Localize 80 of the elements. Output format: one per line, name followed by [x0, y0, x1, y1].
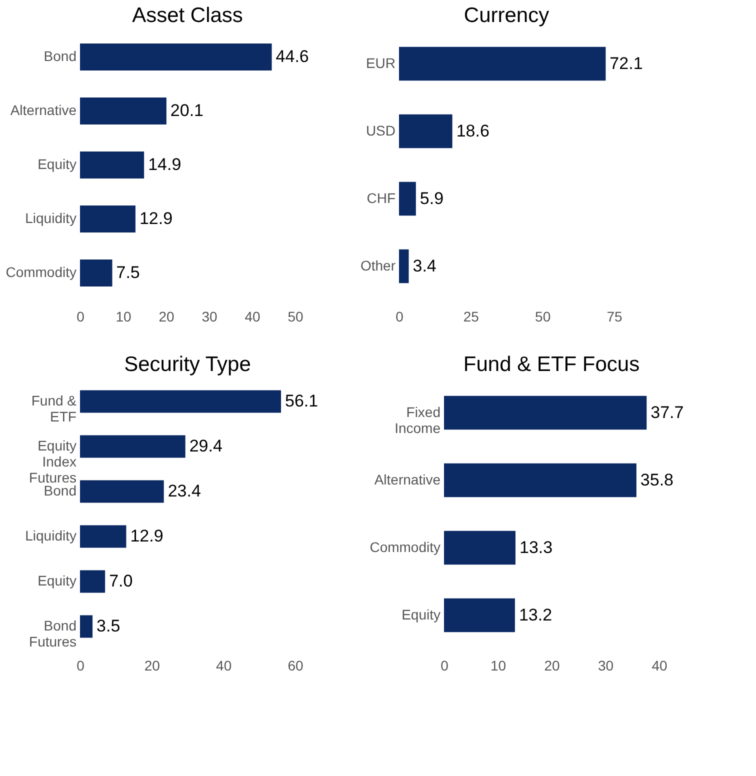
y-tick-label: Bond — [44, 48, 76, 64]
y-tick-label: Equity — [38, 572, 76, 588]
y-tick-label: CHF — [366, 190, 396, 206]
x-tick-label: 30 — [202, 308, 218, 324]
y-tick-label: Bond — [44, 482, 76, 498]
x-tick-label: 25 — [463, 308, 480, 324]
y-tick-label: Fund & ETF — [31, 392, 78, 424]
x-tick-label: 60 — [288, 658, 304, 674]
y-tick-label: USD — [366, 122, 396, 138]
data-label: 20.1 — [170, 101, 204, 120]
y-tick-label: Liquidity — [25, 528, 76, 544]
bar — [80, 435, 186, 458]
y-tick-label: Bond Futures — [29, 618, 76, 650]
data-label: 56.1 — [285, 392, 318, 410]
data-label: 3.4 — [412, 256, 436, 276]
data-label: 12.9 — [130, 526, 164, 546]
bar — [444, 396, 647, 430]
y-tick-label: Fixed Income — [394, 404, 441, 436]
bar — [399, 182, 416, 216]
x-tick-label: 40 — [652, 658, 668, 674]
x-tick-label: 30 — [598, 658, 614, 674]
data-label: 7.5 — [116, 263, 140, 282]
data-label: 29.4 — [189, 436, 222, 456]
bar — [444, 530, 516, 565]
bar — [80, 615, 93, 638]
data-label: 14.9 — [148, 155, 182, 174]
x-tick-label: 20 — [544, 658, 560, 674]
x-tick-label: 40 — [216, 658, 232, 674]
x-tick-label: 50 — [288, 308, 304, 324]
bar — [80, 570, 106, 593]
data-label: 13.3 — [519, 538, 553, 557]
y-tick-label: EUR — [366, 54, 396, 71]
y-tick-label: Other — [360, 257, 396, 274]
data-label: 13.2 — [518, 605, 552, 624]
x-tick-label: 0 — [396, 308, 404, 324]
data-label: 5.9 — [420, 188, 444, 208]
data-label: 3.5 — [96, 616, 120, 636]
bar — [399, 249, 409, 284]
bar — [80, 206, 136, 232]
x-tick-label: 20 — [144, 658, 160, 674]
bar — [399, 46, 606, 81]
x-tick-label: 10 — [116, 308, 132, 324]
bar — [80, 480, 164, 503]
x-tick-label: 75 — [606, 308, 622, 324]
data-label: 18.6 — [456, 121, 490, 140]
x-tick-label: 20 — [158, 308, 174, 324]
chart-title: Fund & ETF Focus — [463, 353, 640, 376]
y-tick-label: Equity — [402, 606, 440, 622]
data-label: 72.1 — [610, 54, 643, 73]
data-label: 12.9 — [139, 209, 173, 228]
x-tick-label: 0 — [76, 658, 85, 674]
y-tick-label: Alternative — [374, 471, 441, 488]
x-tick-label: 10 — [490, 658, 506, 674]
bar — [80, 44, 272, 70]
x-tick-label: 0 — [76, 308, 85, 324]
data-label: 44.6 — [276, 47, 309, 66]
chart-title: Security Type — [124, 353, 251, 376]
bar — [80, 260, 112, 286]
bar — [80, 152, 144, 178]
bar — [399, 114, 452, 148]
bar — [80, 525, 126, 548]
data-label: 37.7 — [650, 402, 684, 422]
data-label: 7.0 — [109, 572, 133, 590]
bar — [80, 98, 166, 124]
x-tick-label: 0 — [440, 658, 449, 674]
y-tick-label: Commodity — [370, 538, 440, 555]
y-tick-label: Liquidity — [25, 210, 76, 226]
y-tick-label: Commodity — [6, 264, 76, 280]
y-tick-label: Equity Index Futures — [29, 438, 76, 486]
chart-title: Currency — [464, 4, 550, 27]
bar — [444, 463, 636, 498]
bar — [444, 598, 515, 632]
data-label: 23.4 — [168, 482, 201, 500]
bar — [80, 390, 282, 413]
chart-title: Asset Class — [132, 4, 243, 27]
y-tick-label: Alternative — [10, 102, 77, 118]
x-tick-label: 40 — [244, 308, 260, 324]
data-label: 35.8 — [640, 470, 674, 490]
y-tick-label: Equity — [38, 156, 76, 172]
x-tick-label: 50 — [535, 308, 551, 324]
